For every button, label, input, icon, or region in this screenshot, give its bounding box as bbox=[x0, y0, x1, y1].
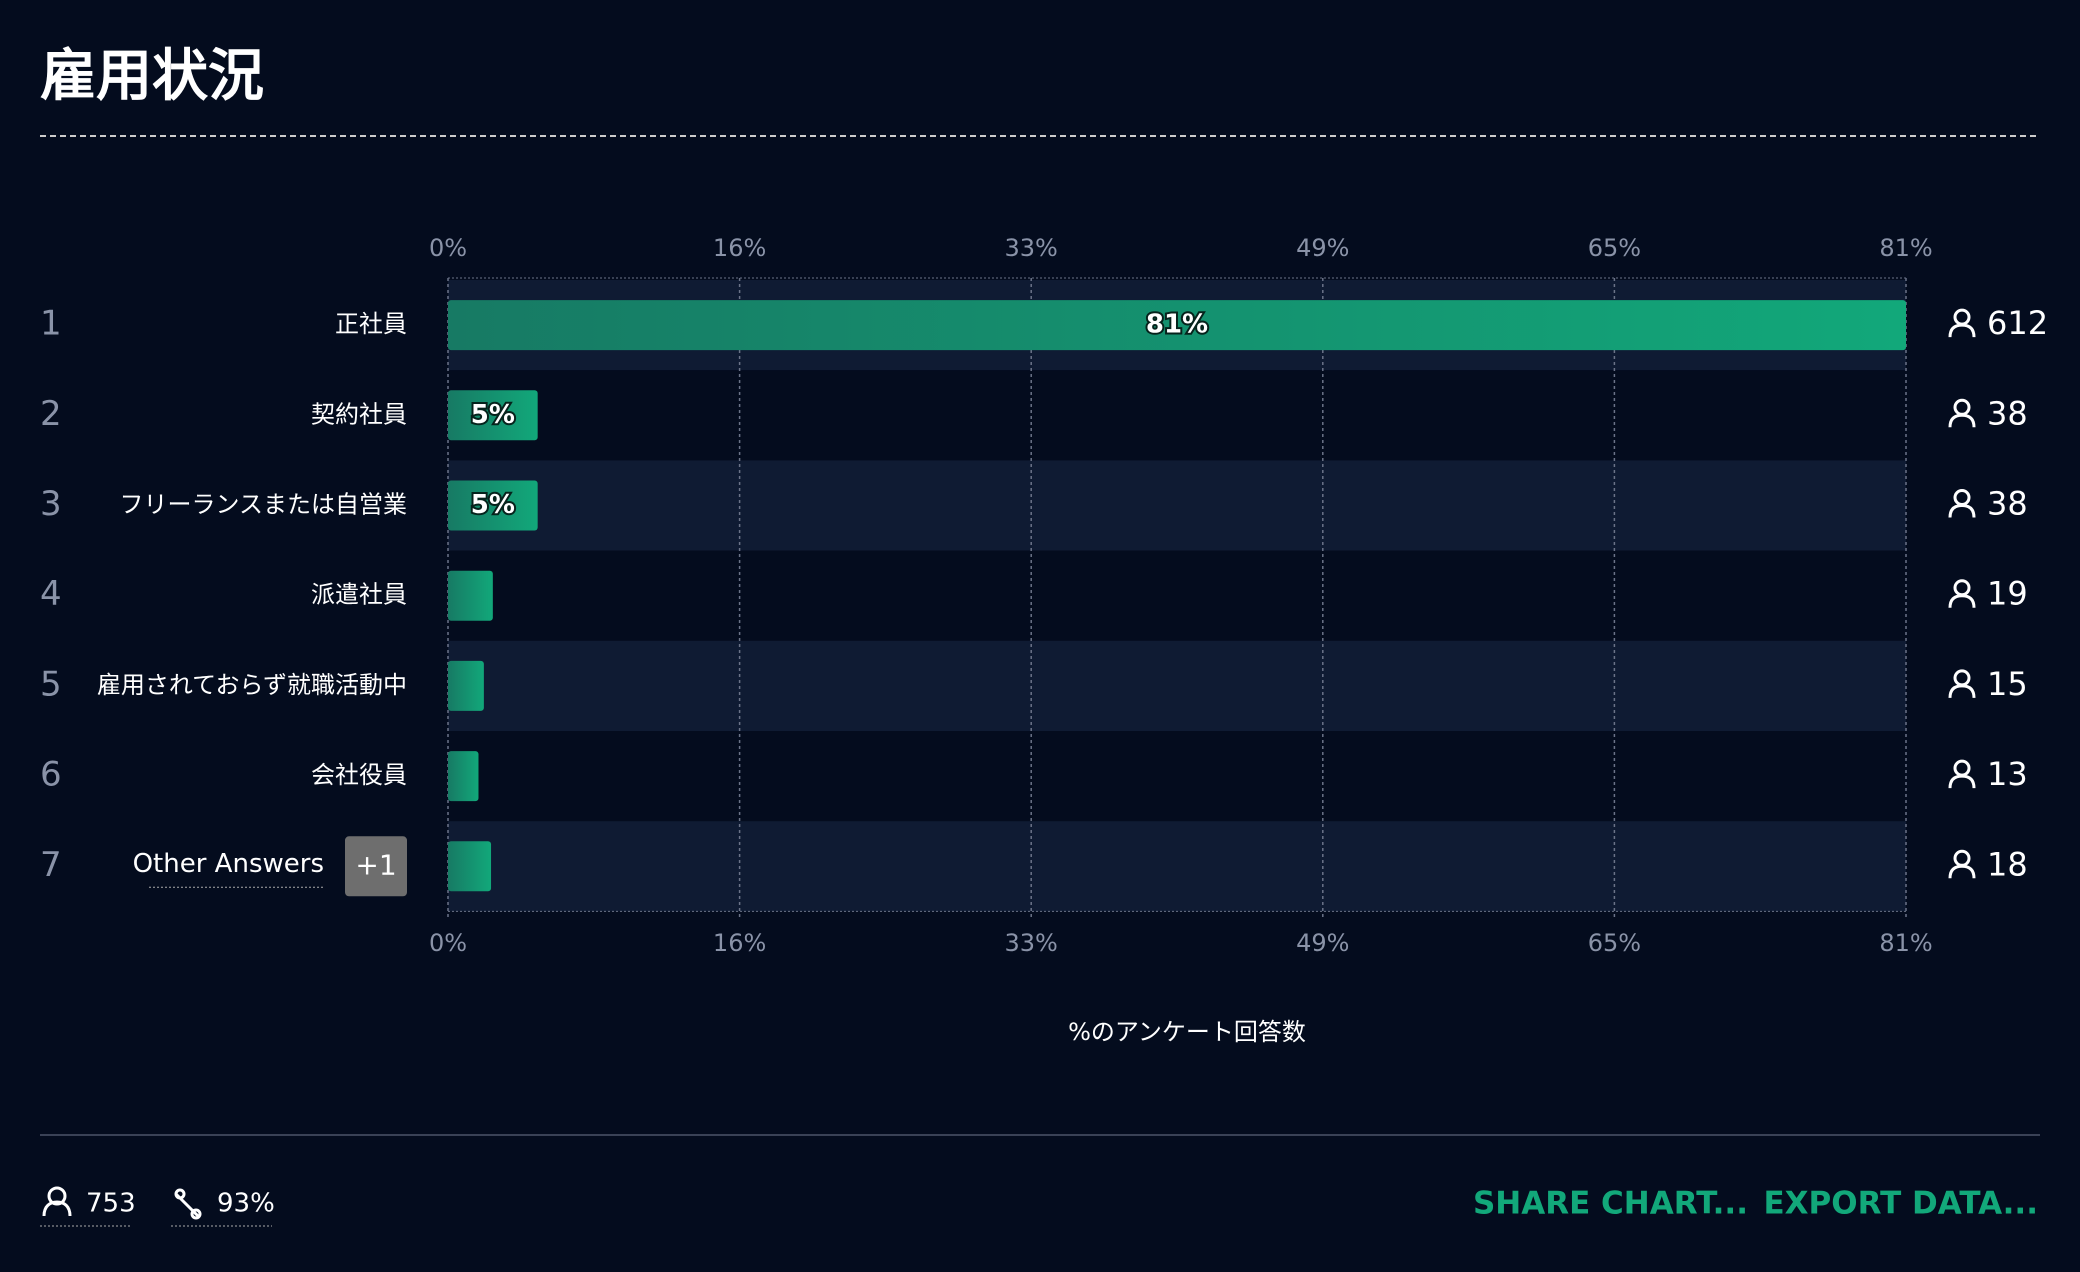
count: 38 bbox=[1987, 485, 2028, 523]
user-icon-body bbox=[1948, 864, 1976, 879]
x-tick-label: 0% bbox=[429, 234, 467, 262]
x-tick-label: 33% bbox=[1005, 234, 1058, 262]
rank: 5 bbox=[40, 664, 62, 704]
user-icon-body bbox=[1948, 684, 1976, 698]
chart-title: 雇用状況 bbox=[40, 44, 264, 109]
footer: 753 93% SHARE CHART... EXPORT DATA... bbox=[40, 1186, 2038, 1227]
value-label: 5% bbox=[471, 400, 515, 430]
other-badge bbox=[345, 836, 407, 897]
rank: 6 bbox=[40, 755, 62, 795]
coverage: 93% bbox=[217, 1189, 275, 1219]
x-tick-label: 33% bbox=[1005, 929, 1058, 957]
row-band bbox=[448, 731, 1906, 822]
user-icon bbox=[1948, 489, 1976, 518]
user-icon-body bbox=[1948, 774, 1976, 789]
user-icon bbox=[1948, 308, 1976, 338]
x-tick-label: 49% bbox=[1296, 929, 1349, 957]
respondents: 753 bbox=[86, 1189, 136, 1219]
share-button[interactable]: SHARE CHART... bbox=[1473, 1186, 1748, 1222]
user-icon bbox=[1948, 579, 1976, 608]
user-icon bbox=[1948, 849, 1976, 879]
x-tick-label: 0% bbox=[429, 929, 467, 957]
count: 19 bbox=[1987, 575, 2028, 613]
category-label: Other Answers bbox=[133, 849, 324, 879]
user-icon-body bbox=[1948, 503, 1976, 518]
x-tick-label: 65% bbox=[1588, 234, 1641, 262]
bar bbox=[448, 390, 538, 441]
category-label: 会社役員 bbox=[311, 761, 407, 789]
x-axis-label: %のアンケート回答数 bbox=[1068, 1018, 1306, 1046]
row-band bbox=[448, 821, 1906, 912]
value-label: 5% bbox=[471, 490, 515, 520]
rank: 4 bbox=[40, 574, 62, 614]
export-button[interactable]: EXPORT DATA... bbox=[1763, 1186, 2038, 1222]
x-tick-label: 81% bbox=[1879, 929, 1932, 957]
category-label: 派遣社員 bbox=[311, 581, 407, 609]
count: 612 bbox=[1987, 304, 2048, 342]
row-band bbox=[448, 460, 1906, 551]
user-icon bbox=[42, 1186, 72, 1217]
count: 13 bbox=[1987, 755, 2028, 793]
bar bbox=[448, 660, 484, 711]
category-label: フリーランスまたは自営業 bbox=[119, 491, 407, 519]
bar bbox=[448, 751, 479, 802]
x-tick-label: 16% bbox=[713, 234, 766, 262]
row-band bbox=[448, 640, 1906, 731]
row-band bbox=[448, 370, 1906, 461]
row-band bbox=[448, 550, 1906, 641]
x-tick-label: 49% bbox=[1296, 234, 1349, 262]
category-label: 契約社員 bbox=[311, 400, 407, 428]
count: 38 bbox=[1987, 394, 2028, 432]
user-icon-body bbox=[1948, 594, 1976, 608]
user-icon-body bbox=[1948, 323, 1976, 338]
user-icon bbox=[1948, 759, 1976, 789]
rank: 7 bbox=[40, 845, 62, 885]
x-tick-label: 16% bbox=[713, 929, 766, 957]
count: 15 bbox=[1987, 665, 2028, 703]
rank: 3 bbox=[40, 484, 62, 524]
user-icon bbox=[1948, 669, 1976, 698]
category-label: 雇用されておらず就職活動中 bbox=[97, 671, 407, 699]
x-tick-label: 81% bbox=[1879, 234, 1932, 262]
percent-icon bbox=[174, 1188, 202, 1220]
rank: 2 bbox=[40, 394, 62, 434]
user-icon-body bbox=[1948, 413, 1976, 428]
other-badge-label: +1 bbox=[355, 848, 396, 881]
count: 18 bbox=[1987, 845, 2028, 883]
bar bbox=[448, 841, 492, 892]
bar bbox=[448, 300, 1906, 351]
x-tick-label: 65% bbox=[1588, 929, 1641, 957]
value-label: 81% bbox=[1146, 310, 1208, 340]
category-label: 正社員 bbox=[335, 310, 407, 338]
bar bbox=[448, 570, 493, 621]
bar bbox=[448, 480, 538, 531]
user-icon bbox=[1948, 398, 1976, 428]
rank: 1 bbox=[40, 304, 62, 344]
